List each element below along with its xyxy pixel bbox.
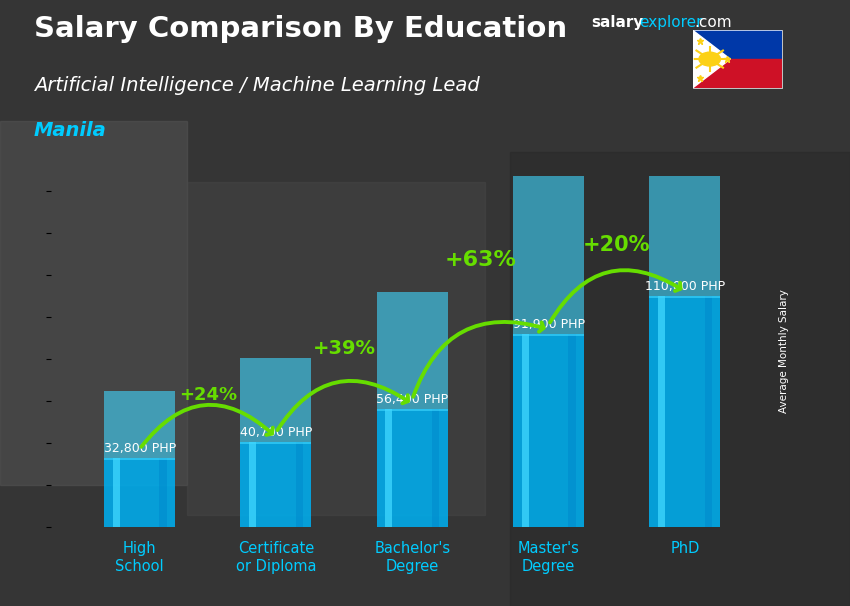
Bar xyxy=(693,30,782,59)
Text: 110,000 PHP: 110,000 PHP xyxy=(645,280,725,293)
Bar xyxy=(522,334,529,527)
Text: salary: salary xyxy=(591,15,643,30)
Bar xyxy=(241,358,311,444)
Text: +20%: +20% xyxy=(583,235,650,255)
Polygon shape xyxy=(693,30,730,88)
Text: Manila: Manila xyxy=(34,121,107,140)
Bar xyxy=(649,296,720,527)
Bar xyxy=(377,408,448,527)
Bar xyxy=(510,152,850,606)
Bar xyxy=(693,59,782,88)
Bar xyxy=(513,142,584,336)
Bar xyxy=(432,408,439,527)
Text: .com: .com xyxy=(694,15,732,30)
Bar xyxy=(385,408,393,527)
Text: 56,400 PHP: 56,400 PHP xyxy=(377,393,448,406)
Bar xyxy=(658,296,665,527)
Text: Salary Comparison By Education: Salary Comparison By Education xyxy=(34,15,567,43)
Bar xyxy=(241,442,311,527)
Bar xyxy=(649,67,720,298)
Text: +63%: +63% xyxy=(445,250,516,270)
Bar xyxy=(187,182,484,515)
Bar xyxy=(513,334,584,527)
Text: explorer: explorer xyxy=(639,15,703,30)
Bar xyxy=(105,458,175,527)
Bar xyxy=(377,292,448,410)
Text: 32,800 PHP: 32,800 PHP xyxy=(104,442,176,456)
Bar xyxy=(113,458,120,527)
Bar xyxy=(160,458,167,527)
Bar xyxy=(105,391,175,460)
Text: Artificial Intelligence / Machine Learning Lead: Artificial Intelligence / Machine Learni… xyxy=(34,76,479,95)
Text: +24%: +24% xyxy=(178,387,237,404)
Circle shape xyxy=(699,52,721,66)
Bar xyxy=(249,442,256,527)
Bar xyxy=(0,121,187,485)
Text: 91,900 PHP: 91,900 PHP xyxy=(513,318,585,331)
Bar xyxy=(569,334,575,527)
Y-axis label: Average Monthly Salary: Average Monthly Salary xyxy=(779,290,789,413)
Text: +39%: +39% xyxy=(313,339,376,358)
Bar xyxy=(296,442,303,527)
Text: 40,700 PHP: 40,700 PHP xyxy=(240,426,312,439)
Bar xyxy=(705,296,711,527)
